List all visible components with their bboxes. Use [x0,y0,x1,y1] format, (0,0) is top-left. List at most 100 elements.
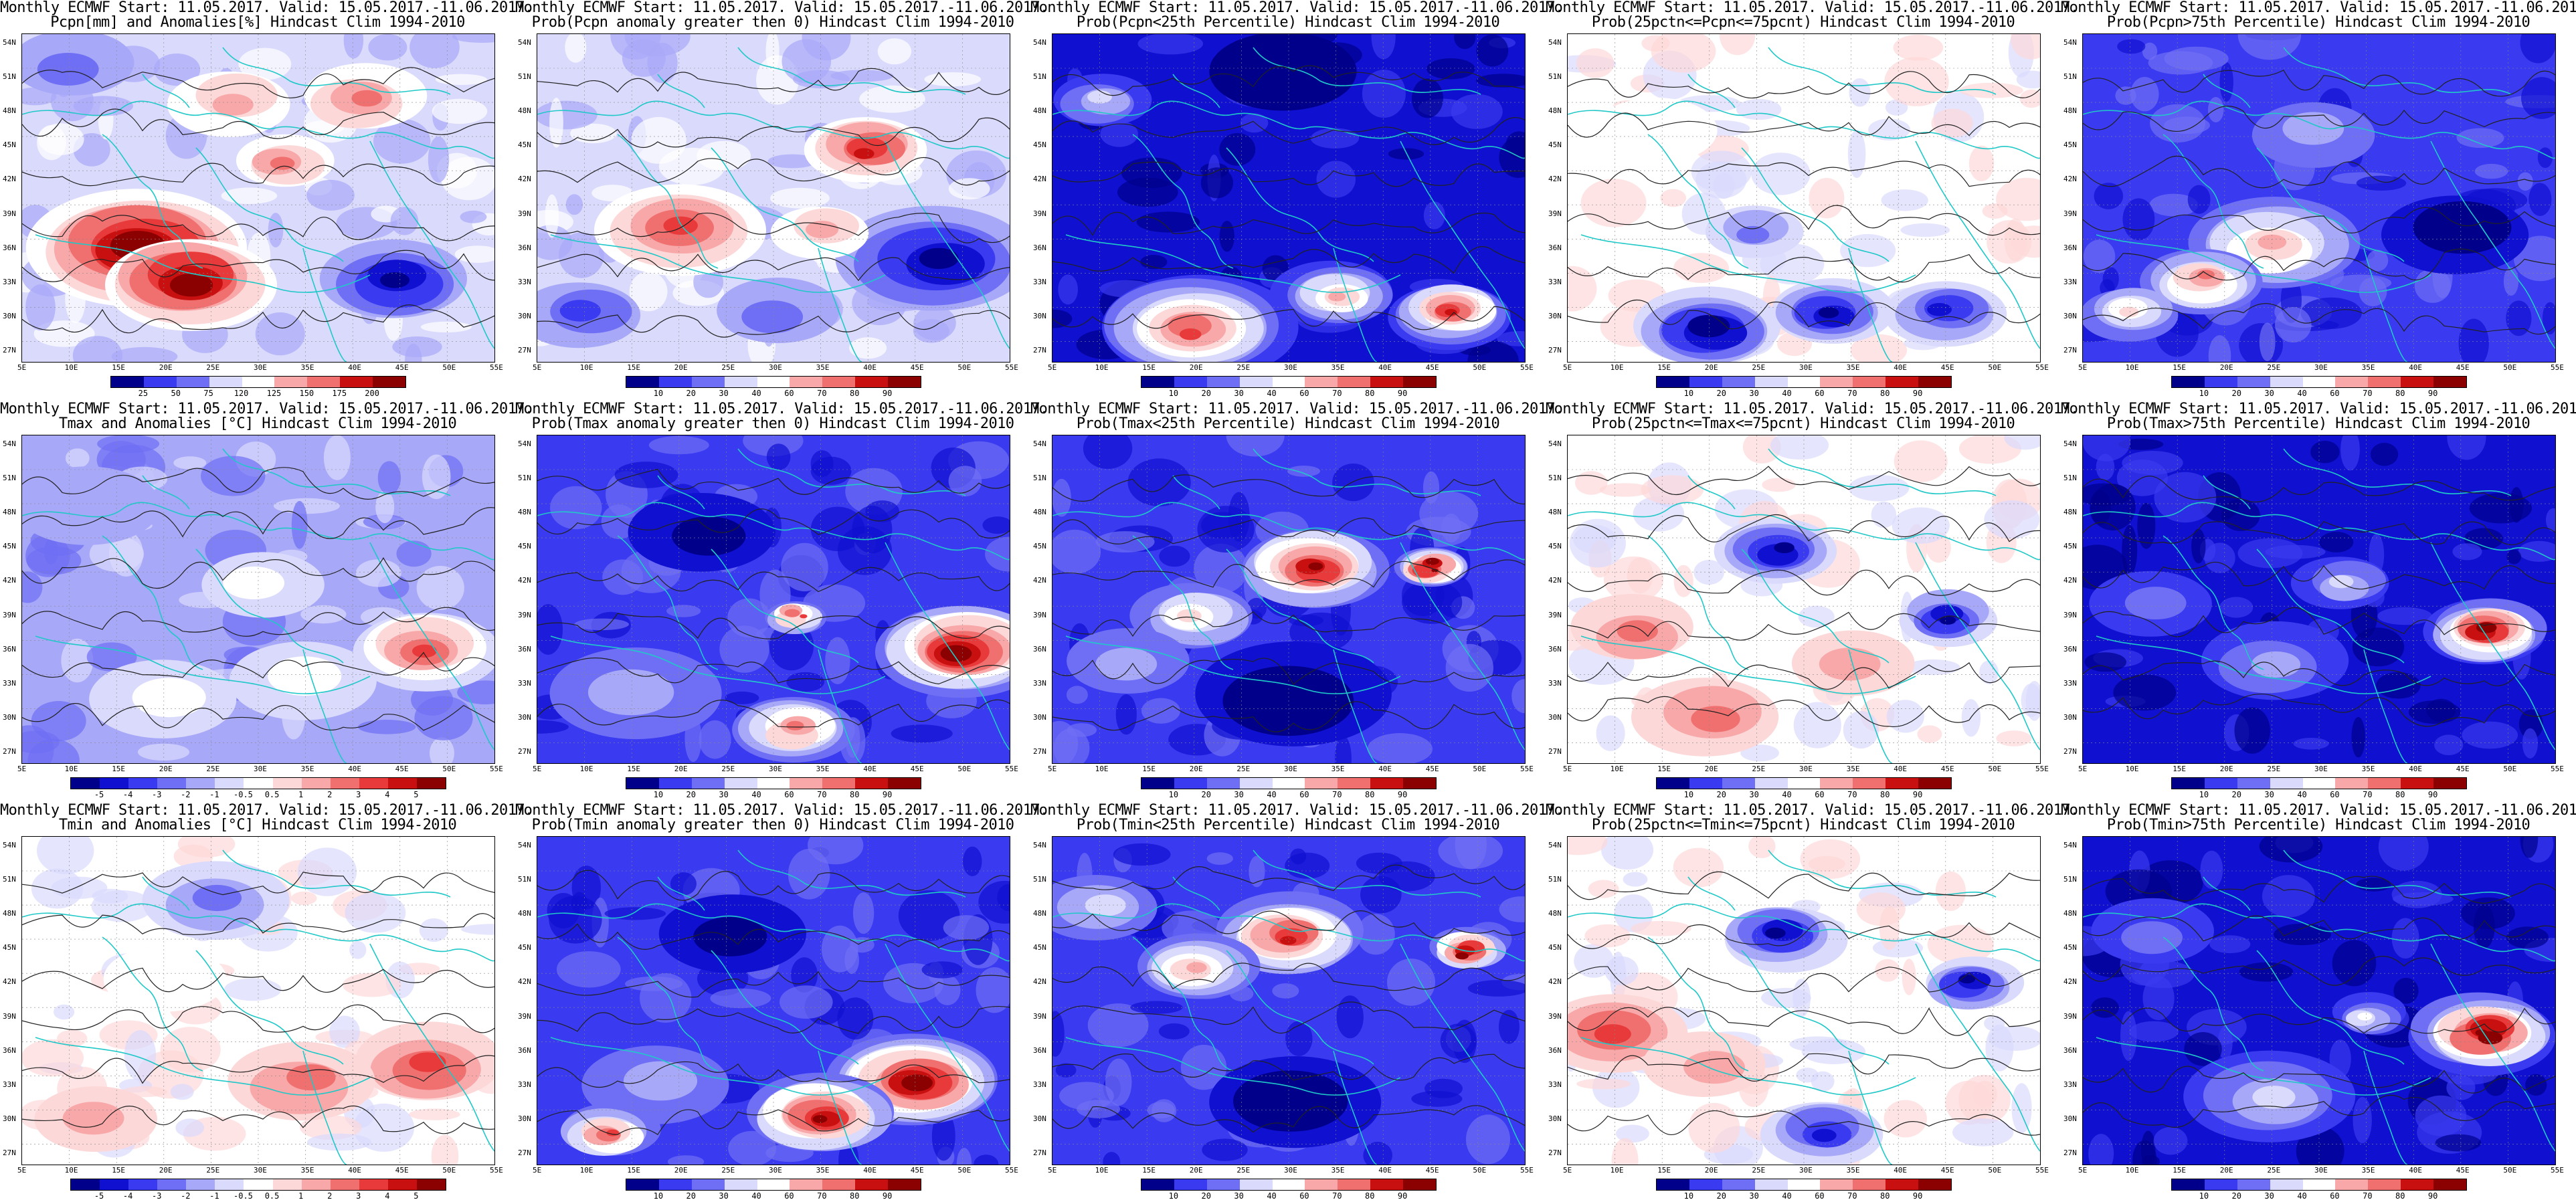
longitude-label: 20E [1704,765,1718,773]
climatology-contour [1568,611,2040,641]
coastline-border [711,147,859,262]
coastline-border [885,542,1010,750]
forecast-map [21,33,495,363]
coastline-border [537,903,1010,962]
latitude-label: 36N [1548,1045,1562,1055]
colorbar-segment [186,778,215,789]
colorbar-segment [888,377,921,387]
field-anomaly-region [812,1115,828,1123]
latitude-label: 33N [3,1080,16,1089]
field-patch [710,988,771,1009]
latitude-label: 54N [3,38,16,47]
field-patch [22,730,60,754]
field-patch [545,194,559,238]
field-patch [2150,104,2206,143]
climatology-contour [1052,910,1525,938]
latitude-label: 30N [2063,1114,2077,1123]
colorbar-segment [330,1179,359,1190]
field-patch [550,486,602,530]
field-patch [2149,193,2199,217]
field-patch [1762,478,1796,492]
field-patch [1996,730,2032,746]
latitude-label: 45N [518,943,531,952]
colorbar-tick-label: 60 [1299,790,1309,799]
field-patch [329,1015,360,1048]
field-patch [221,187,278,204]
field-patch [614,462,678,488]
colorbar-tick-label: -4 [122,790,133,799]
field-patch [1290,848,1307,865]
coastline-border [1172,74,1220,108]
colorbar-segment [691,377,725,387]
latitude-label: 27N [2063,747,2077,756]
colorbar-tick-label: 80 [1879,790,1890,799]
climatology-contour [22,108,494,139]
field-anomaly-region [1177,609,1202,623]
coastline-border [1687,74,1736,108]
colorbar-segment [855,778,889,789]
colorbar-segment [1722,377,1755,387]
longitude-label: 25E [1236,765,1251,773]
colorbar-tick-label: 70 [2363,389,2373,398]
panel-header-line: Monthly ECMWF Start: 11.05.2017. Valid: … [2061,401,2576,417]
coastline-border [35,635,371,694]
map-panel: Monthly ECMWF Start: 11.05.2017. Valid: … [1546,401,2079,803]
field-patch [1984,500,2040,539]
colorbar-tick-label: -1 [209,790,219,799]
field-patch [2462,721,2518,749]
field-patch [877,38,912,65]
colorbar-tick-label: 10 [2199,790,2209,799]
colorbar-tick-label: 1 [298,790,304,799]
map-panel: Monthly ECMWF Start: 11.05.2017. Valid: … [0,803,533,1204]
colorbar-tick-label: 60 [1299,389,1309,398]
panel-title: Prob(Tmin anomaly greater then 0) Hindca… [531,817,1014,833]
field-patch [457,680,494,705]
longitude-label: 45E [1940,765,1954,773]
colorbar-tick-label: 70 [1847,790,1857,799]
climatology-contour [1052,1054,1525,1081]
field-anomaly-region [1594,97,1718,163]
latitude-label: 42N [1548,977,1562,987]
field-patch [300,605,347,624]
colorbar-tick-label: 50 [171,389,181,398]
field-patch [924,72,982,87]
field-patch [1287,466,1320,477]
field-anomaly-region [741,300,804,334]
map-panel: Monthly ECMWF Start: 11.05.2017. Valid: … [1546,803,2079,1204]
field-anomaly-region [1698,324,1720,336]
panel-header-line: Monthly ECMWF Start: 11.05.2017. Valid: … [1030,0,1564,16]
field-anomaly-region [223,567,285,599]
longitude-label: 55E [2551,765,2564,773]
climatology-contour [22,1055,494,1084]
longitude-label: 15E [1657,765,1671,773]
colorbar [2171,777,2467,789]
field-patch [1849,78,1871,107]
colorbar-tick-label: 150 [299,389,314,398]
coastline-border [1687,475,1736,510]
panel-title: Tmin and Anomalies [°C] Hindcast Clim 19… [58,817,457,833]
longitude-label: 10E [1610,363,1624,372]
field-patch [1219,133,1256,166]
coastline-border [2430,542,2555,750]
latitude-label: 48N [3,106,16,116]
colorbar-segment [2237,1179,2270,1190]
climatology-contour [22,304,494,334]
field-anomaly-region [2357,1012,2373,1021]
field-patch [22,571,43,603]
latitude-label: 51N [1033,474,1046,483]
coastline-border [818,1050,862,1165]
coastline-border [1647,535,1749,670]
field-patch [291,501,308,549]
longitude-label: 25E [1236,363,1251,372]
latitude-label: 42N [3,977,16,987]
longitude-label: 5E [1563,363,1572,372]
colorbar-segment [658,1179,692,1190]
colorbar-tick-label: 200 [365,389,379,398]
field-patch [1052,529,1101,575]
longitude-label: 55E [1005,363,1018,372]
longitude-label: 55E [2035,1166,2049,1175]
field-patch [1497,331,1525,346]
latitude-label: 45N [1548,943,1562,952]
forecast-map [21,836,495,1165]
field-anomaly-region [1186,962,1207,973]
